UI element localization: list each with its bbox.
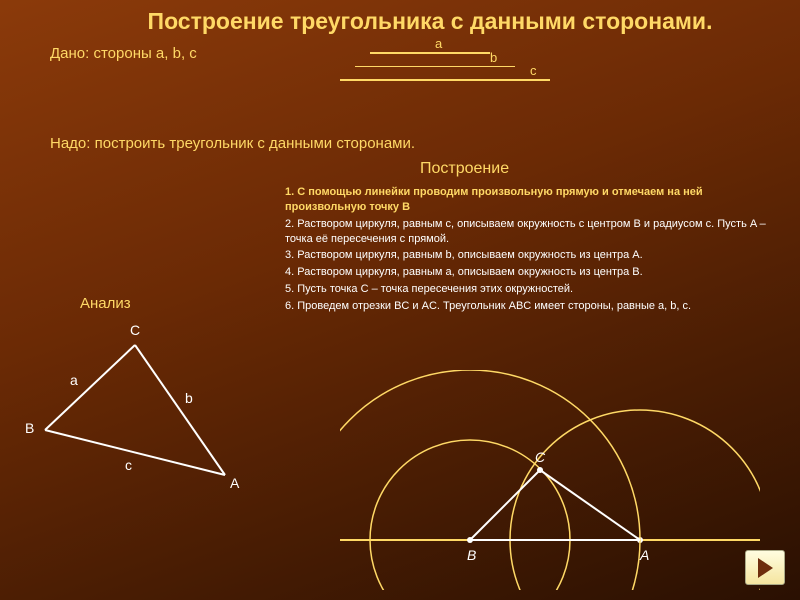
constr-A: A bbox=[639, 547, 649, 563]
analysis-triangle: B A C a b c bbox=[20, 320, 260, 500]
step-6: 6. Проведем отрезки BC и AC. Треугольник… bbox=[285, 299, 785, 314]
vertex-B: B bbox=[25, 420, 34, 436]
step-5: 5. Пусть точка C – точка пересечения эти… bbox=[285, 282, 785, 297]
segment-c-label: c bbox=[530, 63, 537, 78]
segment-c-line bbox=[340, 79, 550, 81]
arrow-right-icon bbox=[758, 558, 773, 578]
step-4: 4. Раствором циркуля, равным a, описывае… bbox=[285, 265, 785, 280]
side-b: b bbox=[185, 390, 193, 406]
segment-b-label: b bbox=[490, 50, 497, 65]
construction-title: Построение bbox=[420, 160, 509, 178]
next-button[interactable] bbox=[745, 550, 785, 585]
analysis-label: Анализ bbox=[80, 295, 131, 312]
construction-diagram: B A C bbox=[340, 370, 760, 590]
construction-steps: 1. С помощью линейки проводим произвольн… bbox=[285, 185, 785, 316]
side-c: c bbox=[125, 457, 132, 473]
side-a: a bbox=[70, 372, 78, 388]
triangle-svg bbox=[20, 320, 260, 500]
step-1-text: С помощью линейки проводим произвольную … bbox=[285, 186, 703, 213]
segments-diagram: a b c bbox=[340, 40, 570, 77]
constr-B: B bbox=[467, 547, 476, 563]
constr-C: C bbox=[535, 449, 546, 465]
vertex-C: C bbox=[130, 322, 140, 338]
given-text: Дано: стороны a, b, c bbox=[50, 45, 197, 62]
step-2: 2. Раствором циркуля, равным c, описывае… bbox=[285, 217, 785, 247]
step-1: 1. С помощью линейки проводим произвольн… bbox=[285, 185, 785, 215]
segment-a-label: a bbox=[435, 36, 442, 51]
step-1-num: 1. bbox=[285, 186, 294, 198]
vertex-A: A bbox=[230, 475, 239, 491]
task-text: Надо: построить треугольник с данными ст… bbox=[50, 135, 415, 152]
step-3: 3. Раствором циркуля, равным b, описывае… bbox=[285, 248, 785, 263]
page-title: Построение треугольника с данными сторон… bbox=[0, 0, 800, 35]
